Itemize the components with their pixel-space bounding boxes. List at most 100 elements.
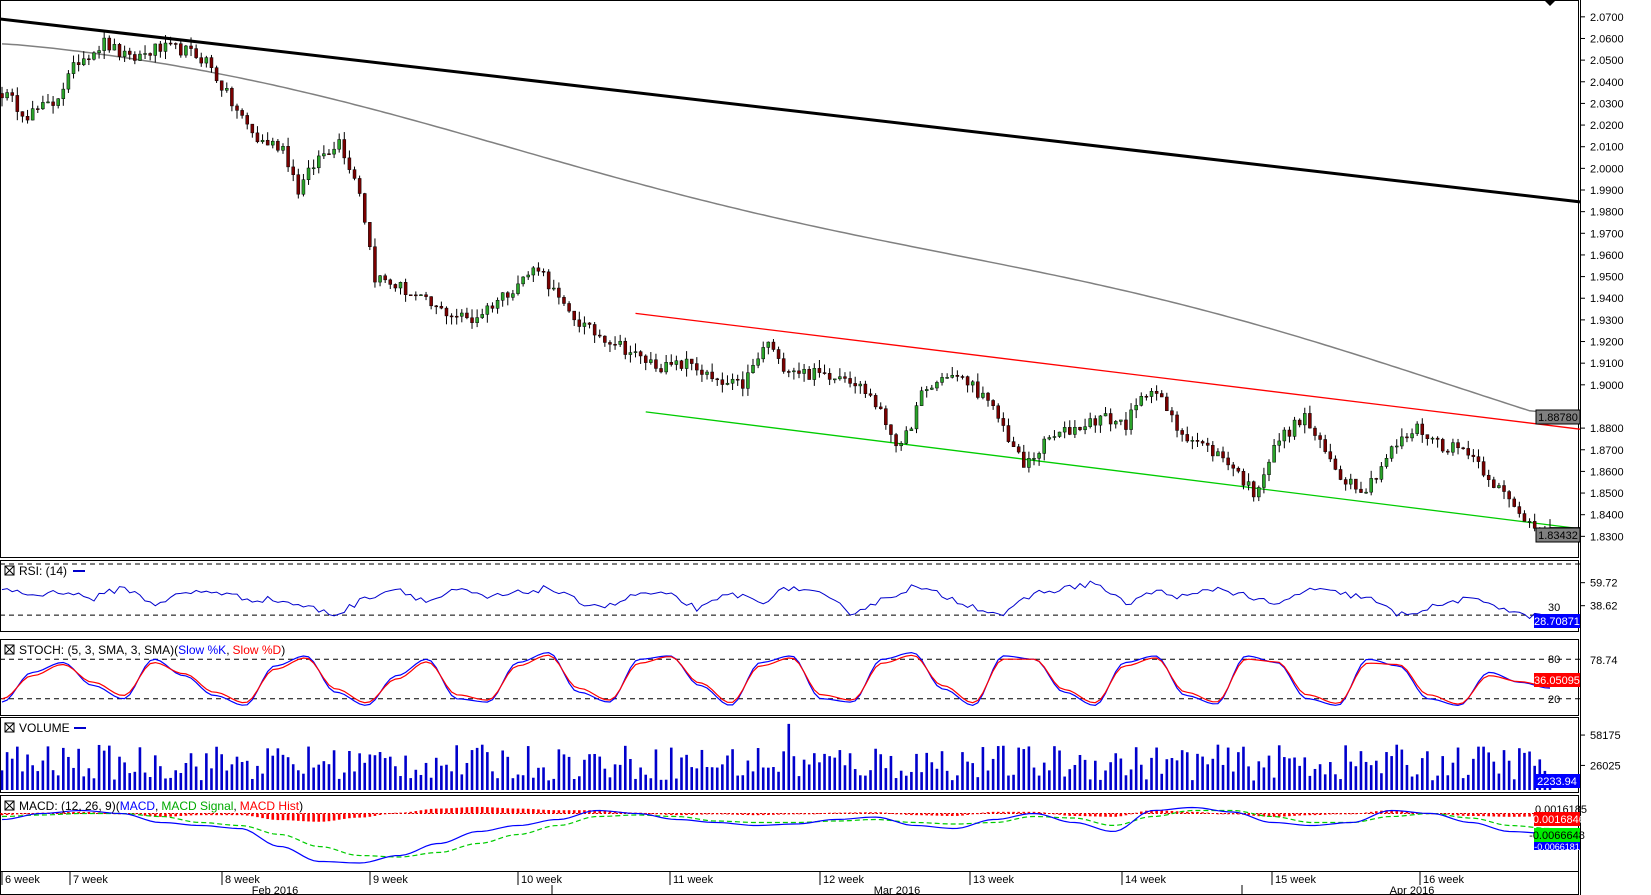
candle-body — [1068, 427, 1072, 435]
macd-hist-bar — [1272, 813, 1276, 817]
volume-bar — [373, 755, 377, 790]
candle-body — [899, 443, 903, 447]
candle — [1016, 443, 1021, 454]
candle — [1394, 439, 1399, 454]
volume-bar — [1446, 775, 1450, 790]
macd-hist-bar — [966, 813, 969, 815]
candle-body — [613, 343, 617, 346]
candle — [1343, 477, 1348, 491]
volume-bar — [358, 753, 361, 790]
volume-bar — [1094, 760, 1097, 790]
volume-bar — [179, 772, 183, 790]
downtrend-line[interactable] — [0, 17, 1581, 204]
channel-resistance-line[interactable] — [635, 312, 1581, 430]
volume-bar — [153, 755, 157, 790]
macd-hist-bar — [460, 807, 464, 814]
candle — [255, 126, 260, 144]
candle — [173, 42, 178, 50]
price-tick-label: 1.9900 — [1590, 185, 1624, 197]
candle — [225, 82, 229, 93]
candle — [1517, 501, 1522, 518]
candle-body — [311, 167, 316, 170]
macd-hist-bar — [480, 806, 484, 814]
candle — [1226, 451, 1230, 471]
volume-bar — [1242, 746, 1245, 790]
candle — [904, 426, 909, 445]
macd-hist-bar — [761, 813, 765, 816]
stoch-d-label: Slow %D — [233, 643, 282, 657]
volume-bar — [1277, 745, 1281, 790]
candle — [853, 376, 857, 394]
candle — [577, 311, 582, 333]
candle-body — [276, 140, 280, 151]
rsi-value-label: 28.70871 — [1534, 616, 1580, 628]
candle — [649, 352, 653, 365]
volume-bar — [1390, 756, 1393, 790]
candle — [1405, 433, 1409, 443]
candle — [10, 88, 14, 103]
volume-bar — [501, 750, 504, 790]
macd-hist-bar — [1196, 811, 1199, 814]
macd-hist-bar — [996, 811, 1000, 814]
macd-hist-bar — [67, 812, 70, 814]
macd-hist-bar — [1461, 813, 1465, 816]
candle — [1369, 470, 1373, 496]
main-panel[interactable] — [0, 0, 1579, 558]
volume-bar — [245, 760, 249, 790]
candle — [97, 45, 101, 59]
price-tick-label: 1.8800 — [1590, 423, 1624, 435]
macd-hist-bar — [1334, 813, 1337, 815]
scroll-marker-icon[interactable] — [1544, 0, 1556, 6]
macd-hist-bar — [991, 811, 995, 814]
volume-bar — [317, 764, 321, 790]
macd-hist-bar — [1277, 813, 1281, 817]
candle — [1073, 420, 1077, 438]
candle-body — [1190, 440, 1195, 442]
candle-body — [710, 371, 714, 380]
candle — [107, 35, 112, 53]
macd-hist-bar — [583, 810, 586, 814]
volume-bar — [874, 748, 877, 790]
macd-hist-bar — [1124, 813, 1128, 816]
candle-body — [633, 351, 638, 353]
macd-panel[interactable] — [0, 795, 1579, 872]
candle-body — [36, 108, 40, 110]
volume-bar — [302, 773, 305, 790]
macd-hist-bar — [818, 813, 821, 815]
volume-bar — [1237, 752, 1240, 790]
candle-body — [751, 364, 755, 373]
stoch-panel[interactable] — [0, 639, 1579, 716]
candle-body — [1129, 409, 1133, 430]
macd-hist-bar — [342, 813, 346, 819]
candle — [1379, 462, 1384, 483]
macd-hist-bar — [1466, 813, 1470, 816]
macd-hist-bar — [598, 810, 602, 814]
candle-body — [1318, 435, 1322, 440]
candle-body — [649, 359, 653, 363]
candle-body — [41, 102, 45, 110]
volume-bar — [77, 748, 80, 790]
candle-body — [1522, 513, 1527, 522]
candle-body — [1492, 479, 1496, 488]
macd-title-text: MACD: (12, 26, 9)(MACD, MACD Signal, MACD … — [19, 799, 303, 813]
volume-bar — [1231, 771, 1235, 790]
rsi-panel[interactable] — [0, 560, 1579, 632]
price-tick-label: 2.0400 — [1590, 77, 1624, 89]
candle — [127, 47, 132, 60]
candle — [240, 108, 244, 119]
last-price-label: 1.83432 — [1538, 530, 1578, 542]
macd-hist-bar — [1012, 811, 1015, 814]
macd-hist-bar — [1211, 813, 1215, 814]
week-label: 12 week — [823, 874, 864, 886]
macd-hist-bar — [664, 813, 668, 815]
candle — [1502, 480, 1506, 500]
channel-support-line[interactable] — [645, 411, 1581, 530]
volume-bar — [1078, 754, 1082, 790]
candle — [317, 150, 321, 174]
volume-bar — [312, 767, 315, 790]
candle-body — [628, 352, 633, 355]
candle-body — [1047, 437, 1052, 440]
macd-hist-bar — [1129, 813, 1133, 815]
stoch-title-close: ) — [281, 643, 285, 657]
